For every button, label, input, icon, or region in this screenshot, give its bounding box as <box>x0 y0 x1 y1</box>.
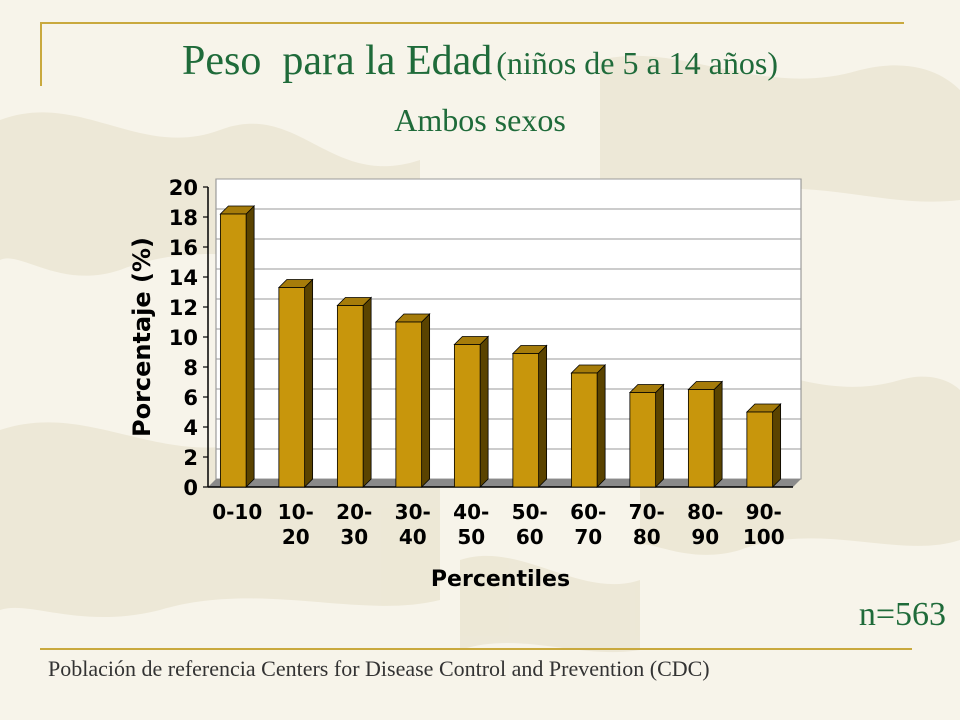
bar-side-face <box>538 344 548 488</box>
bar-side-face <box>713 380 723 488</box>
slide-title: Peso para la Edad (niños de 5 a 14 años) <box>40 40 920 82</box>
y-tick-labels: 0 2 4 6 8 10 12 14 16 18 20 <box>169 176 208 500</box>
bar-front-face <box>746 411 774 488</box>
bar-60-70 <box>570 364 607 488</box>
bar-front-face <box>512 353 540 488</box>
bar-0-10 <box>219 205 256 488</box>
bar-side-face <box>655 383 665 488</box>
y-tick-label: 12 <box>169 296 198 320</box>
y-tick-label: 4 <box>183 416 198 440</box>
decorative-rule-vertical <box>40 22 42 86</box>
x-tick-label: 90-100 <box>743 500 785 549</box>
x-tick-label: 20-30 <box>336 500 372 549</box>
bar-50-60 <box>511 344 548 488</box>
y-tick-label: 0 <box>183 476 198 500</box>
bar-70-80 <box>628 383 665 488</box>
bar-side-face <box>362 296 372 488</box>
bar-front-face <box>629 392 657 488</box>
y-tick-label: 8 <box>183 356 198 380</box>
bar-front-face <box>278 287 306 488</box>
bar-front-face <box>687 389 715 488</box>
title-main: Peso para la Edad <box>182 38 493 84</box>
x-tick-label: 10-20 <box>278 500 314 549</box>
slide-subtitle: Ambos sexos <box>394 102 566 138</box>
footer-source: Población de referencia Centers for Dise… <box>48 656 710 681</box>
bar-front-face <box>219 213 247 488</box>
bar-side-face <box>772 403 782 488</box>
bar-front-face <box>453 344 481 488</box>
decorative-rule-bottom <box>40 648 912 650</box>
y-tick-label: 16 <box>169 236 198 260</box>
x-tick-label: 80-90 <box>687 500 723 549</box>
bar-90-100 <box>745 403 782 488</box>
y-tick-label: 14 <box>169 266 198 290</box>
bar-front-face <box>336 305 364 488</box>
x-tick-label: 40-50 <box>453 500 489 549</box>
bar-front-face <box>395 321 423 488</box>
x-tick-label: 0-10 <box>212 500 262 524</box>
bar-side-face <box>479 335 489 488</box>
x-tick-label: 60-70 <box>570 500 606 549</box>
bar-side-face <box>304 278 314 488</box>
x-tick-label: 70-80 <box>629 500 665 549</box>
bar-front-face <box>570 372 598 488</box>
bar-side-face <box>421 313 431 488</box>
bar-30-40 <box>394 313 431 488</box>
bar-side-face <box>245 205 255 488</box>
bar-chart: 0 2 4 6 8 10 12 14 16 18 20 0-10 10-20 20-30 30-40 40-… <box>128 176 802 592</box>
y-tick-label: 18 <box>169 206 198 230</box>
bar-20-30 <box>336 296 373 488</box>
x-tick-label: 30-40 <box>395 500 431 549</box>
y-axis-label: Porcentaje (%) <box>128 237 156 437</box>
bar-side-face <box>596 364 606 488</box>
x-tick-labels: 0-10 10-20 20-30 30-40 40-50 50-60 60-70 70-80 8… <box>212 500 784 549</box>
decorative-rule-horizontal <box>40 22 904 24</box>
title-parenthetical: (niños de 5 a 14 años) <box>496 45 778 81</box>
bar-80-90 <box>687 380 724 488</box>
y-tick-label: 6 <box>183 386 198 410</box>
y-tick-label: 2 <box>183 446 198 470</box>
bar-40-50 <box>453 335 490 488</box>
bars-layer <box>219 205 782 488</box>
sample-size-label: n=563 <box>858 596 946 633</box>
bar-10-20 <box>277 278 314 488</box>
y-tick-label: 10 <box>169 326 198 350</box>
x-axis-label: Percentiles <box>431 567 570 592</box>
x-tick-label: 50-60 <box>512 500 548 549</box>
y-tick-label: 20 <box>169 176 198 200</box>
